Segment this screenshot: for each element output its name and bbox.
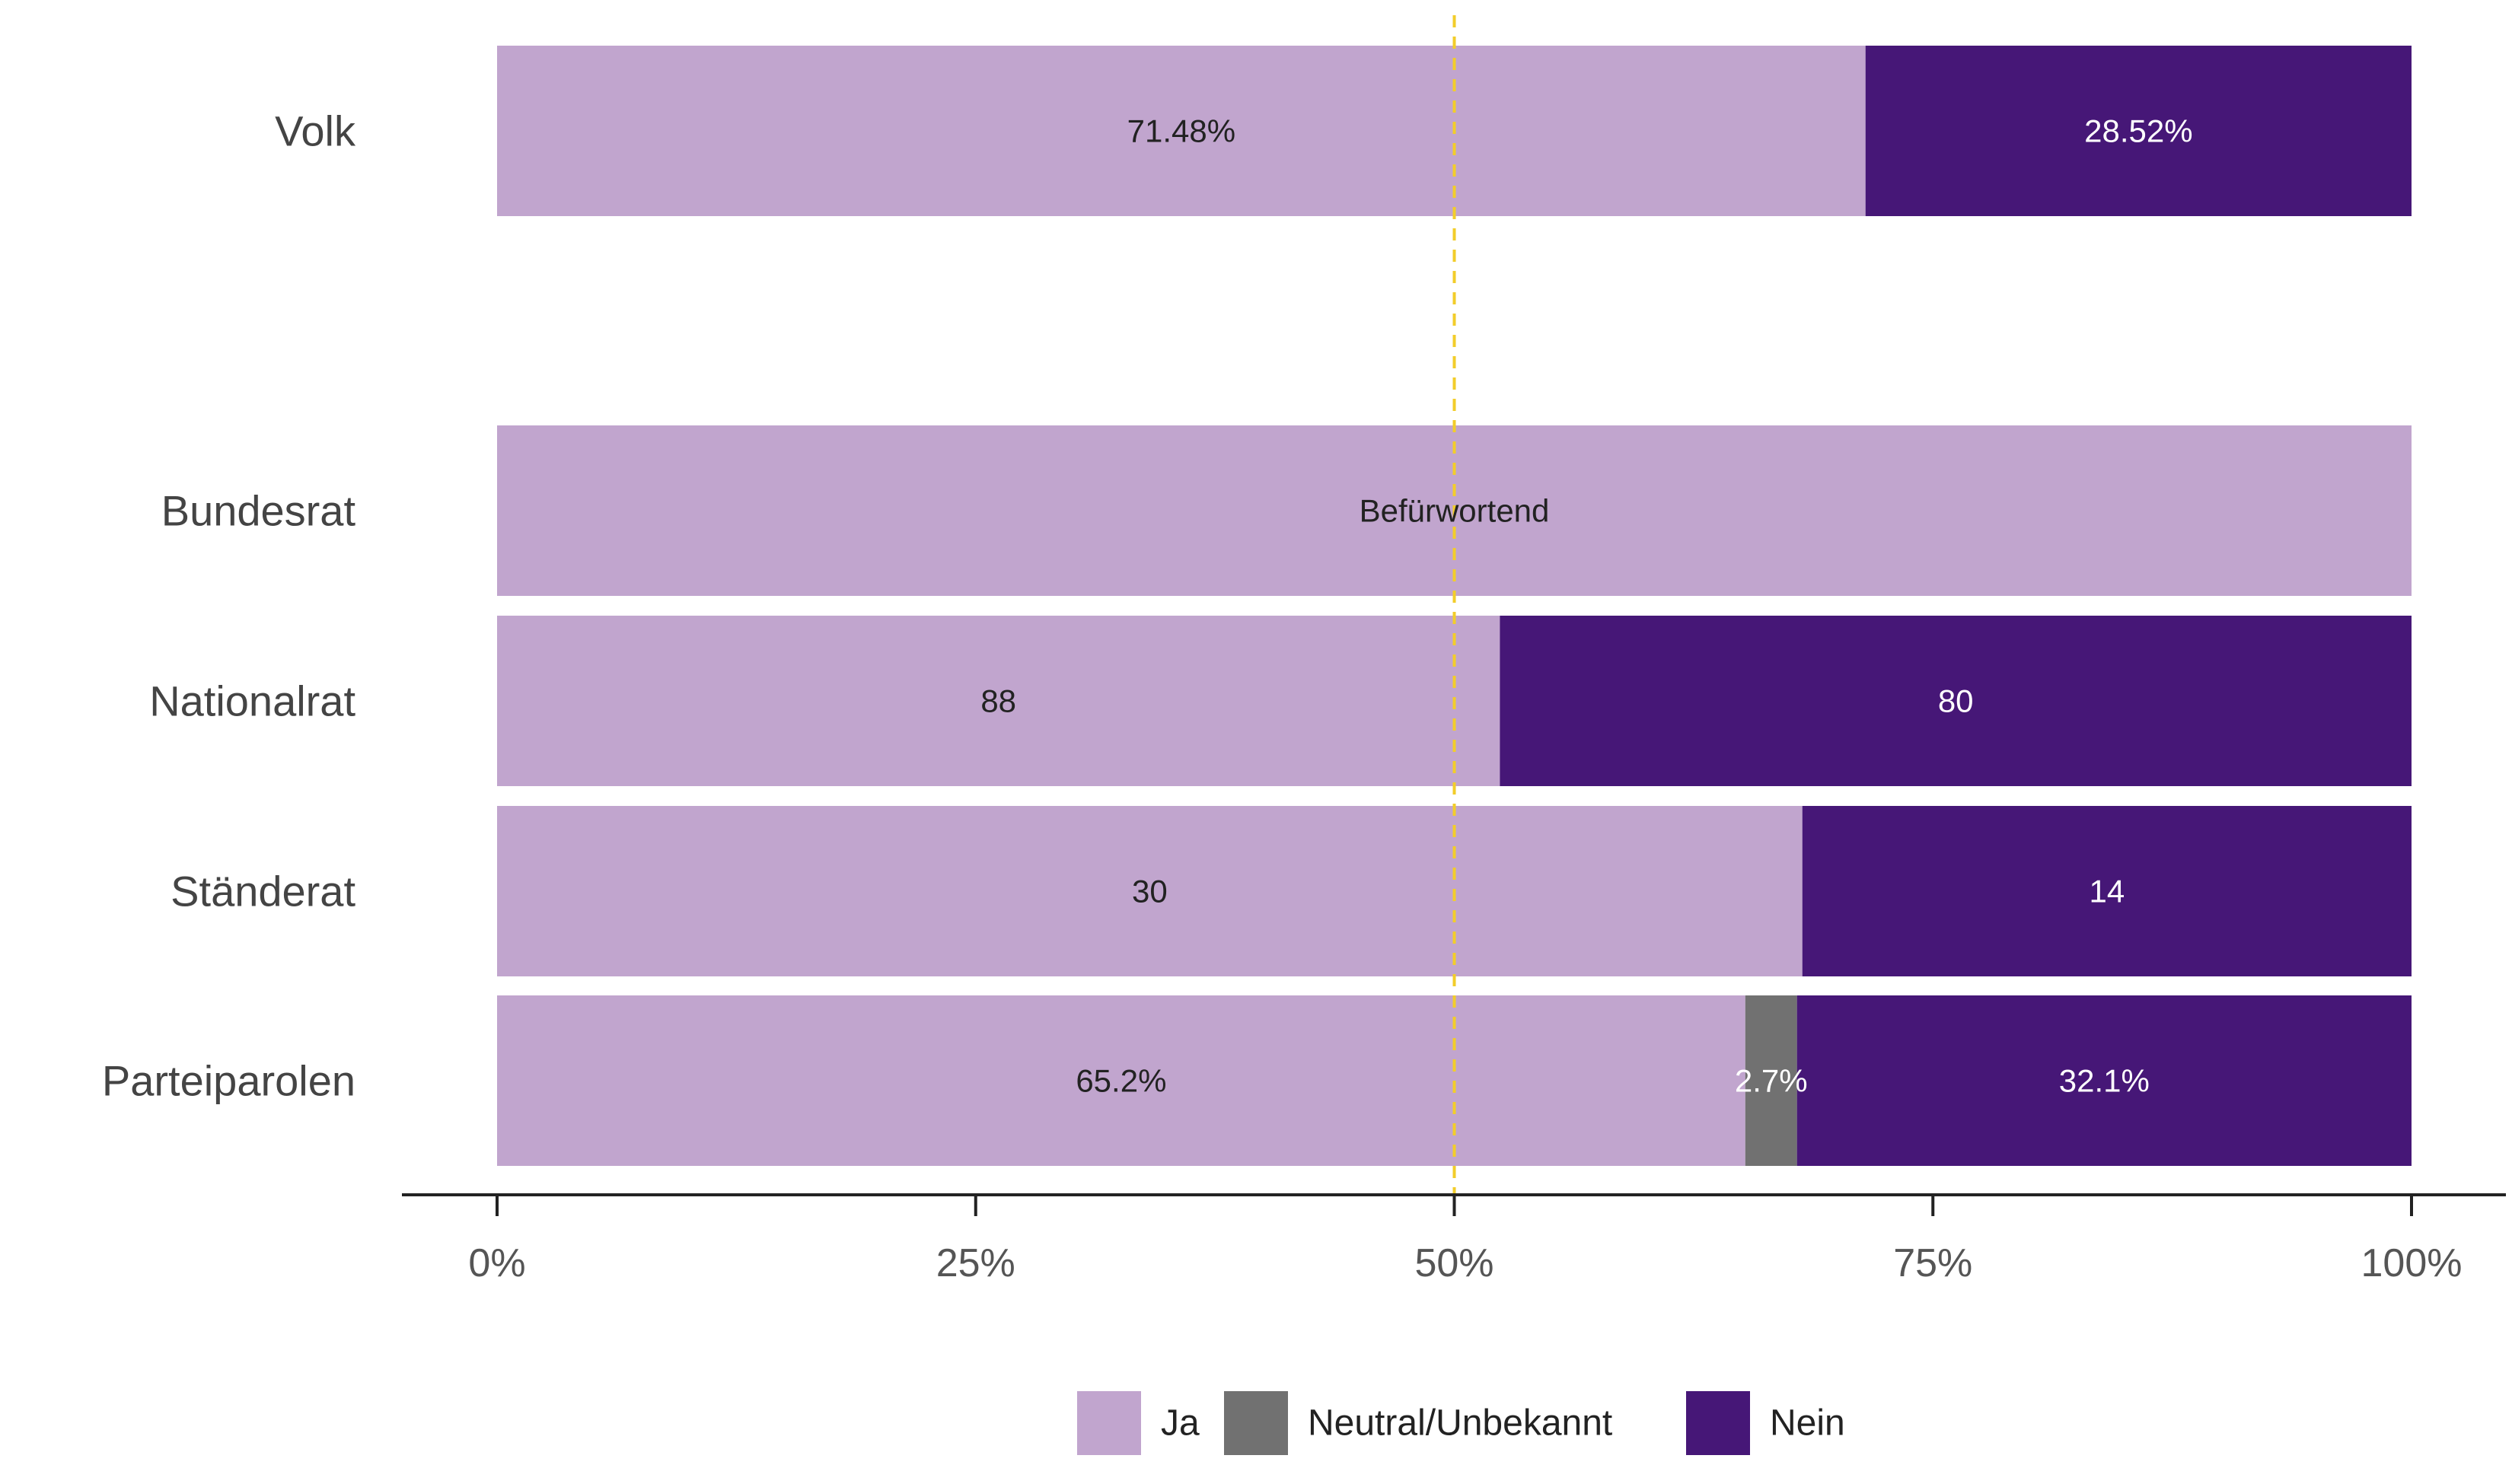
bar-segment-nein-nationalrat bbox=[1500, 616, 2412, 786]
x-axis: 0% 25% 50% 75% 100% bbox=[402, 1193, 2506, 1285]
bar-segment-neutral-unbekannt-parteiparolen bbox=[1745, 995, 1797, 1166]
x-tick-label-50: 50% bbox=[1414, 1241, 1493, 1285]
bar-segment-nein-parteiparolen bbox=[1796, 995, 2412, 1166]
legend-swatch-neutral-unbekannt bbox=[1224, 1391, 1288, 1455]
data-label-neutral-unbekannt-parteiparolen: 2.7% bbox=[1735, 1063, 1808, 1099]
category-label-bundesrat: Bundesrat bbox=[161, 487, 356, 535]
category-labels-layer: Volk Bundesrat Nationalrat Ständerat Parteip… bbox=[102, 107, 356, 1105]
bar-segment-ja-parteiparolen bbox=[497, 995, 1745, 1166]
data-label-nein-staenderat: 14 bbox=[2090, 874, 2125, 909]
x-tick-label-100: 100% bbox=[2361, 1241, 2463, 1285]
bar-segment-ja-staenderat bbox=[497, 806, 1803, 976]
x-tick-label-75: 75% bbox=[1893, 1241, 1972, 1285]
data-label-ja-parteiparolen: 65.2% bbox=[1076, 1063, 1166, 1099]
legend-label-neutral-unbekannt: Neutral/Unbekannt bbox=[1308, 1403, 1612, 1444]
legend: Ja Neutral/Unbekannt Nein bbox=[1077, 1391, 1845, 1455]
category-label-nationalrat: Nationalrat bbox=[149, 677, 355, 725]
legend-swatch-ja bbox=[1077, 1391, 1141, 1455]
legend-label-ja: Ja bbox=[1161, 1403, 1200, 1444]
bar-segment-nein-volk bbox=[1865, 46, 2412, 216]
data-label-ja-volk: 71.48% bbox=[1127, 113, 1235, 149]
bars-layer bbox=[497, 46, 2412, 1166]
bar-segment-ja-volk bbox=[497, 46, 1866, 216]
data-label-nein-volk: 28.52% bbox=[2084, 113, 2192, 149]
bar-segment-ja-nationalrat bbox=[497, 616, 1500, 786]
data-label-nein-nationalrat: 80 bbox=[1938, 683, 1974, 719]
category-label-volk: Volk bbox=[275, 107, 356, 155]
legend-swatch-nein bbox=[1686, 1391, 1750, 1455]
data-label-ja-staenderat: 30 bbox=[1132, 874, 1168, 909]
data-label-ja-nationalrat: 88 bbox=[980, 683, 1016, 719]
x-tick-label-0: 0% bbox=[468, 1241, 525, 1285]
bar-segment-nein-staenderat bbox=[1802, 806, 2412, 976]
category-label-staenderat: Ständerat bbox=[171, 868, 355, 916]
category-label-parteiparolen: Parteiparolen bbox=[102, 1057, 355, 1105]
x-tick-label-25: 25% bbox=[936, 1241, 1015, 1285]
legend-label-nein: Nein bbox=[1770, 1403, 1845, 1444]
data-label-nein-parteiparolen: 32.1% bbox=[2059, 1063, 2150, 1099]
data-label-ja-bundesrat: Befürwortend bbox=[1360, 493, 1550, 529]
segment-labels-layer: 71.48% 28.52% Befürwortend 88 80 30 14 65.2% 2.7… bbox=[980, 113, 2192, 1099]
